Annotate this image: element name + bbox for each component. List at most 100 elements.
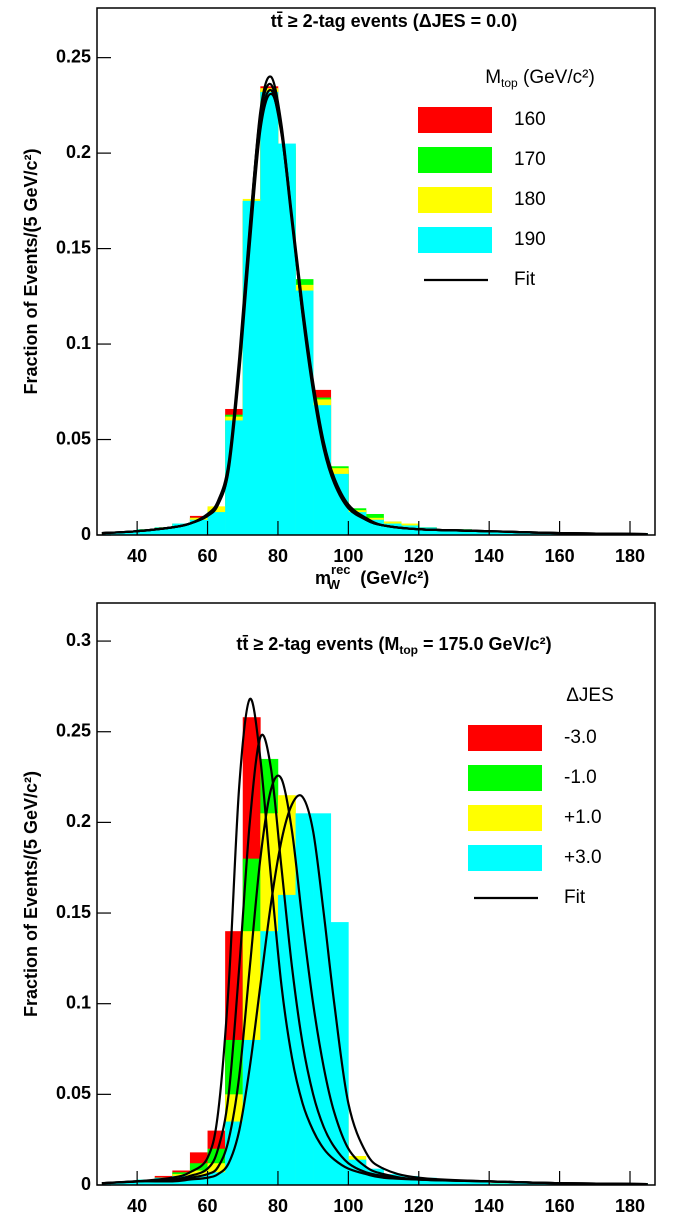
histogram-bar xyxy=(401,525,420,535)
fit-curve xyxy=(101,774,648,1185)
x-axis-label-main: m xyxy=(315,568,331,588)
x-tick-label: 160 xyxy=(545,1196,575,1215)
histogram-bar xyxy=(242,1039,261,1185)
x-axis-label-end: (GeV/c²) xyxy=(355,568,429,588)
legend-label: +3.0 xyxy=(564,847,602,868)
histogram-bar xyxy=(524,533,543,535)
x-tick-label: 180 xyxy=(615,546,645,566)
y-tick-label: 0.3 xyxy=(66,630,91,650)
x-axis-label-sub: W xyxy=(328,577,341,592)
histogram-bar xyxy=(313,813,332,1185)
histogram-bar xyxy=(260,931,279,1185)
chart-title-sub: top xyxy=(399,643,418,657)
x-tick-label: 80 xyxy=(268,546,288,566)
histogram-bar xyxy=(189,1175,208,1185)
x-tick-label: 80 xyxy=(268,1196,288,1215)
plot-area xyxy=(101,697,648,1185)
plot-area xyxy=(101,75,648,535)
legend-label: Fit xyxy=(514,269,536,290)
histogram-bar xyxy=(506,531,525,535)
legend-label: 170 xyxy=(514,149,546,170)
legend-swatch xyxy=(468,845,542,871)
histogram-bar xyxy=(383,523,402,535)
plot-frame xyxy=(96,602,656,1186)
y-tick-label: 0.15 xyxy=(56,237,91,257)
y-tick-label: 0.05 xyxy=(56,428,91,448)
x-tick-label: 160 xyxy=(545,546,575,566)
y-tick-label: 0 xyxy=(81,1174,91,1194)
fit-curve xyxy=(101,75,648,535)
legend-label: +1.0 xyxy=(564,807,602,828)
histogram-bar xyxy=(330,473,349,535)
legend-swatch xyxy=(418,187,492,213)
fit-curve xyxy=(101,89,648,535)
legend-label: 190 xyxy=(514,229,546,250)
legend-label: 160 xyxy=(514,109,546,130)
histogram-bar xyxy=(418,527,437,535)
x-tick-label: 60 xyxy=(198,1196,218,1215)
histogram-bar xyxy=(101,1183,120,1185)
legend-title: ΔJES xyxy=(566,685,614,706)
histogram-bar xyxy=(436,1179,455,1185)
histogram-bar xyxy=(453,529,472,535)
legend-title-sub: top xyxy=(501,76,518,90)
x-axis-label-sup: rec xyxy=(331,562,351,577)
histogram-bar xyxy=(295,813,314,1185)
legend-swatch xyxy=(418,227,492,253)
histogram-bar xyxy=(418,1177,437,1185)
histogram-bar xyxy=(189,519,208,535)
y-tick-label: 0.2 xyxy=(66,811,91,831)
histogram-bar xyxy=(101,533,120,535)
histogram-bar xyxy=(119,1181,138,1185)
y-tick-label: 0.05 xyxy=(56,1083,91,1103)
histogram-bar xyxy=(242,200,261,535)
histogram-bar xyxy=(436,529,455,535)
fit-curve xyxy=(101,82,648,535)
x-tick-label: 40 xyxy=(127,546,147,566)
legend-title: Mtop (GeV/c²) xyxy=(485,67,595,90)
chart-panel: 40 60 80 100 120 140 160 180 0 0.05 0.1 0.15 0.2 0.25… xyxy=(21,602,656,1215)
x-tick-label: 100 xyxy=(333,546,363,566)
chart-title-end: = 175.0 GeV/c²) xyxy=(418,634,552,654)
y-tick-label: 0.25 xyxy=(56,46,91,66)
x-tick-label: 120 xyxy=(404,1196,434,1215)
y-tick-label: 0.2 xyxy=(66,142,91,162)
histogram-bar xyxy=(225,1121,244,1185)
histogram-bar xyxy=(313,405,332,535)
legend-swatch xyxy=(418,107,492,133)
y-axis-label: Fraction of Events/(5 GeV/c²) xyxy=(21,148,41,394)
x-tick-label: 40 xyxy=(127,1196,147,1215)
histogram-bar xyxy=(277,894,296,1185)
plot-frame xyxy=(96,7,656,536)
legend-title-end: (GeV/c²) xyxy=(518,67,595,88)
y-tick-label: 0.1 xyxy=(66,992,91,1012)
y-tick-label: 0 xyxy=(81,524,91,544)
histogram-bar xyxy=(471,1181,490,1185)
fit-curve xyxy=(101,733,648,1185)
x-tick-label: 120 xyxy=(404,546,434,566)
legend-swatch xyxy=(468,765,542,791)
y-tick-label: 0.15 xyxy=(56,902,91,922)
histogram-bar xyxy=(154,527,173,535)
histogram-bar xyxy=(207,512,226,535)
histogram-bar xyxy=(207,1172,226,1185)
histogram-bar xyxy=(137,529,156,535)
legend-swatch xyxy=(418,147,492,173)
chart-title: tt̄ ≥ 2-tag events (Mtop = 175.0 GeV/c²) xyxy=(236,634,551,657)
legend-label: 180 xyxy=(514,189,546,210)
x-tick-label: 140 xyxy=(474,546,504,566)
x-axis-label-sup: rec xyxy=(331,1212,351,1215)
legend-swatch xyxy=(468,805,542,831)
histogram-bar xyxy=(471,531,490,535)
chart-title: tt̄ ≥ 2-tag events (ΔJES = 0.0) xyxy=(271,11,517,31)
fit-curve xyxy=(101,92,648,535)
histogram-bar xyxy=(401,1175,420,1185)
fit-curve xyxy=(101,697,648,1185)
legend-label: Fit xyxy=(564,887,586,908)
histogram-bar xyxy=(489,1183,508,1185)
histogram-bar xyxy=(260,92,279,535)
x-tick-label: 140 xyxy=(474,1196,504,1215)
histogram-bar xyxy=(506,1183,525,1185)
